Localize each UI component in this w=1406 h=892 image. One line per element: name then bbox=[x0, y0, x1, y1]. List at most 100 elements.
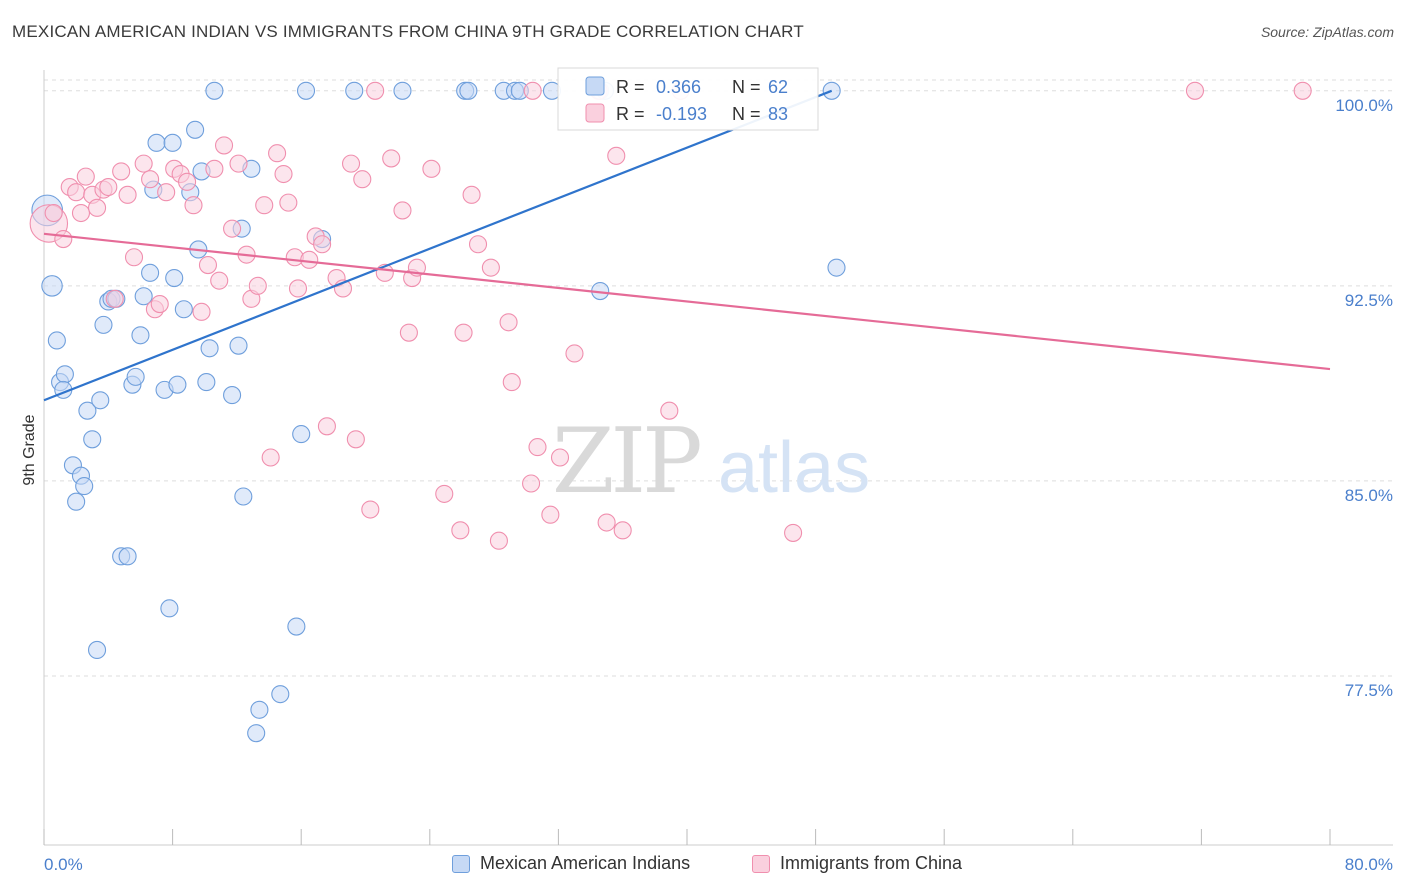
point-immigrants-from-china bbox=[422, 159, 441, 178]
point-immigrants-from-china bbox=[550, 448, 570, 467]
legend-r-label: R = bbox=[616, 104, 645, 124]
y-tick-label: 77.5% bbox=[1345, 681, 1393, 700]
point-immigrants-from-china bbox=[399, 323, 418, 342]
point-immigrants-from-china bbox=[1185, 81, 1205, 100]
point-mexican-american-indians bbox=[147, 133, 166, 152]
point-immigrants-from-china bbox=[184, 196, 203, 215]
point-immigrants-from-china bbox=[268, 144, 287, 163]
legend-n-label: N = bbox=[732, 77, 761, 97]
point-immigrants-from-china bbox=[150, 295, 169, 314]
point-immigrants-from-china bbox=[192, 302, 211, 321]
y-tick-label: 85.0% bbox=[1345, 486, 1393, 505]
legend-r-value: -0.193 bbox=[656, 104, 707, 124]
point-immigrants-from-china bbox=[214, 136, 234, 155]
point-mexican-american-indians bbox=[345, 81, 364, 100]
point-immigrants-from-china bbox=[210, 271, 229, 290]
trend-lines bbox=[43, 89, 1331, 402]
legend-swatch-blue bbox=[452, 854, 470, 873]
point-immigrants-from-china bbox=[105, 289, 124, 308]
point-immigrants-from-china bbox=[613, 521, 632, 540]
legend-label: Immigrants from China bbox=[780, 853, 963, 873]
point-mexican-american-indians bbox=[459, 81, 478, 100]
y-tick-label: 92.5% bbox=[1345, 291, 1393, 310]
point-mexican-american-indians bbox=[134, 287, 153, 306]
tick-labels: 100.0% 92.5% 85.0% 77.5% 0.0% 80.0% 9th Grade bbox=[21, 96, 1393, 874]
point-immigrants-from-china bbox=[393, 201, 412, 220]
point-mexican-american-indians bbox=[55, 365, 74, 384]
y-tick-label: 100.0% bbox=[1335, 96, 1393, 115]
watermark-zip: ZIP bbox=[552, 409, 700, 514]
point-immigrants-from-china bbox=[112, 162, 131, 181]
point-mexican-american-indians bbox=[141, 263, 160, 282]
point-immigrants-from-china bbox=[134, 154, 153, 173]
point-immigrants-from-china bbox=[178, 172, 197, 191]
point-immigrants-from-china bbox=[481, 258, 500, 277]
point-mexican-american-indians bbox=[200, 339, 219, 358]
point-immigrants-from-china bbox=[205, 159, 224, 178]
point-immigrants-from-china bbox=[597, 513, 616, 532]
point-mexican-american-indians bbox=[247, 724, 266, 743]
point-mexican-american-indians bbox=[131, 326, 150, 345]
point-mexican-american-indians bbox=[292, 425, 311, 444]
point-immigrants-from-china bbox=[99, 177, 118, 197]
point-immigrants-from-china bbox=[361, 500, 380, 519]
point-immigrants-from-china bbox=[366, 81, 385, 100]
point-mexican-american-indians bbox=[174, 300, 193, 319]
y-axis-label: 9th Grade bbox=[21, 414, 38, 485]
stats-legend: R = 0.366 N = 62 R = -0.193 N = 83 bbox=[557, 67, 819, 131]
legend-item-immigrants-from-china[interactable]: Immigrants from China bbox=[752, 853, 962, 874]
point-immigrants-from-china bbox=[300, 250, 319, 269]
point-immigrants-from-china bbox=[76, 167, 95, 186]
point-immigrants-from-china bbox=[607, 146, 626, 165]
point-mexican-american-indians bbox=[229, 336, 248, 355]
point-immigrants-from-china bbox=[261, 448, 280, 467]
point-immigrants-from-china bbox=[118, 185, 137, 204]
point-immigrants-from-china bbox=[274, 164, 293, 184]
point-immigrants-from-china bbox=[141, 170, 160, 189]
point-immigrants-from-china bbox=[87, 198, 107, 217]
point-immigrants-from-china bbox=[784, 523, 803, 542]
point-mexican-american-indians bbox=[94, 315, 113, 334]
legend-n-value: 62 bbox=[768, 77, 788, 97]
point-immigrants-from-china bbox=[71, 203, 91, 223]
point-immigrants-from-china bbox=[313, 235, 332, 254]
point-mexican-american-indians bbox=[186, 120, 205, 139]
point-mexican-american-indians bbox=[197, 373, 216, 392]
point-immigrants-from-china bbox=[198, 256, 218, 275]
point-immigrants-from-china bbox=[382, 149, 401, 168]
legend-item-mexican-american-indians[interactable]: Mexican American Indians bbox=[452, 853, 690, 874]
point-immigrants-from-china bbox=[435, 484, 454, 503]
point-mexican-american-indians bbox=[234, 487, 253, 506]
point-mexican-american-indians bbox=[163, 133, 182, 152]
point-mexican-american-indians bbox=[827, 258, 846, 277]
x-tick-label-left: 0.0% bbox=[44, 855, 83, 874]
point-immigrants-from-china bbox=[462, 185, 481, 204]
legend-r-value: 0.366 bbox=[656, 77, 701, 97]
point-immigrants-from-china bbox=[255, 196, 274, 215]
point-mexican-american-indians bbox=[67, 492, 86, 511]
point-immigrants-from-china bbox=[124, 248, 144, 267]
point-mexican-american-indians bbox=[41, 275, 63, 297]
point-immigrants-from-china bbox=[502, 373, 521, 392]
point-immigrants-from-china bbox=[528, 438, 547, 457]
point-mexican-american-indians bbox=[287, 617, 306, 636]
point-mexican-american-indians bbox=[75, 477, 94, 496]
legend-n-value: 83 bbox=[768, 104, 788, 124]
trend-line-mexican-american-indians bbox=[43, 89, 833, 402]
point-immigrants-from-china bbox=[660, 401, 679, 420]
point-mexican-american-indians bbox=[271, 685, 290, 704]
point-mexican-american-indians bbox=[393, 81, 412, 100]
point-immigrants-from-china bbox=[499, 313, 518, 332]
point-immigrants-from-china bbox=[341, 154, 361, 173]
point-immigrants-from-china bbox=[157, 183, 176, 202]
legend-n-label: N = bbox=[732, 104, 761, 124]
point-immigrants-from-china bbox=[1293, 81, 1312, 100]
legend-swatch-pink bbox=[752, 854, 770, 873]
data-points bbox=[29, 81, 1312, 743]
trend-line-immigrants-from-china bbox=[43, 232, 1331, 371]
source-label: Source: ZipAtlas.com bbox=[1260, 24, 1394, 40]
point-immigrants-from-china bbox=[288, 279, 308, 298]
point-immigrants-from-china bbox=[317, 417, 336, 436]
point-immigrants-from-china bbox=[522, 474, 541, 493]
